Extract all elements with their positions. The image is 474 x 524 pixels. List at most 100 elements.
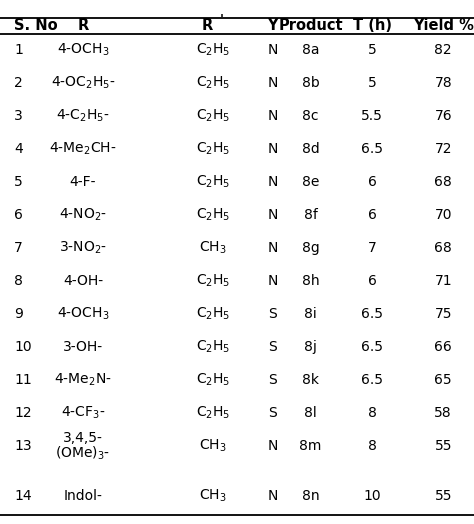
Text: S: S bbox=[268, 307, 277, 321]
Text: 70: 70 bbox=[435, 208, 452, 222]
Text: C$_2$H$_5$: C$_2$H$_5$ bbox=[196, 339, 230, 355]
Text: 4-NO$_2$-: 4-NO$_2$- bbox=[59, 206, 107, 223]
Text: (OMe)$_3$-: (OMe)$_3$- bbox=[55, 445, 110, 463]
Text: 4-F-: 4-F- bbox=[70, 175, 96, 189]
Text: C$_2$H$_5$: C$_2$H$_5$ bbox=[196, 41, 230, 58]
Text: Y: Y bbox=[267, 18, 278, 33]
Text: 5: 5 bbox=[14, 175, 23, 189]
Text: C$_2$H$_5$: C$_2$H$_5$ bbox=[196, 405, 230, 421]
Text: 4-OCH$_3$: 4-OCH$_3$ bbox=[57, 305, 109, 322]
Text: C$_2$H$_5$: C$_2$H$_5$ bbox=[196, 272, 230, 289]
Text: ': ' bbox=[219, 13, 223, 26]
Text: 8i: 8i bbox=[304, 307, 317, 321]
Text: C$_2$H$_5$: C$_2$H$_5$ bbox=[196, 305, 230, 322]
Text: 4-OH-: 4-OH- bbox=[63, 274, 103, 288]
Text: 9: 9 bbox=[14, 307, 23, 321]
Text: 4-OCH$_3$: 4-OCH$_3$ bbox=[57, 41, 109, 58]
Text: C$_2$H$_5$: C$_2$H$_5$ bbox=[196, 140, 230, 157]
Text: 11: 11 bbox=[14, 373, 32, 387]
Text: N: N bbox=[267, 142, 278, 156]
Text: 76: 76 bbox=[434, 109, 452, 123]
Text: 58: 58 bbox=[434, 406, 452, 420]
Text: 78: 78 bbox=[434, 76, 452, 90]
Text: S: S bbox=[268, 406, 277, 420]
Text: 5: 5 bbox=[368, 76, 376, 90]
Text: 1: 1 bbox=[14, 43, 23, 57]
Text: 8b: 8b bbox=[301, 76, 319, 90]
Text: R: R bbox=[201, 18, 213, 33]
Text: 68: 68 bbox=[434, 175, 452, 189]
Text: 14: 14 bbox=[14, 489, 32, 503]
Text: 13: 13 bbox=[14, 439, 32, 453]
Text: 2: 2 bbox=[14, 76, 23, 90]
Text: 68: 68 bbox=[434, 241, 452, 255]
Text: 71: 71 bbox=[434, 274, 452, 288]
Text: 6: 6 bbox=[368, 208, 376, 222]
Text: N: N bbox=[267, 109, 278, 123]
Text: 10: 10 bbox=[14, 340, 32, 354]
Text: 8m: 8m bbox=[299, 439, 322, 453]
Text: 6.5: 6.5 bbox=[361, 373, 383, 387]
Text: 5: 5 bbox=[368, 43, 376, 57]
Text: C$_2$H$_5$: C$_2$H$_5$ bbox=[196, 107, 230, 124]
Text: 82: 82 bbox=[434, 43, 452, 57]
Text: C$_2$H$_5$: C$_2$H$_5$ bbox=[196, 372, 230, 388]
Text: 8c: 8c bbox=[302, 109, 319, 123]
Text: 72: 72 bbox=[435, 142, 452, 156]
Text: 8k: 8k bbox=[302, 373, 319, 387]
Text: 10: 10 bbox=[363, 489, 381, 503]
Text: 66: 66 bbox=[434, 340, 452, 354]
Text: C$_2$H$_5$: C$_2$H$_5$ bbox=[196, 173, 230, 190]
Text: N: N bbox=[267, 489, 278, 503]
Text: 3-NO$_2$-: 3-NO$_2$- bbox=[59, 239, 107, 256]
Text: 8g: 8g bbox=[301, 241, 319, 255]
Text: 4-Me$_2$N-: 4-Me$_2$N- bbox=[54, 372, 112, 388]
Text: 8a: 8a bbox=[302, 43, 319, 57]
Text: 65: 65 bbox=[434, 373, 452, 387]
Text: CH$_3$: CH$_3$ bbox=[200, 239, 227, 256]
Text: 7: 7 bbox=[368, 241, 376, 255]
Text: 8f: 8f bbox=[303, 208, 318, 222]
Text: Product: Product bbox=[278, 18, 343, 33]
Text: N: N bbox=[267, 274, 278, 288]
Text: 6.5: 6.5 bbox=[361, 340, 383, 354]
Text: 3-OH-: 3-OH- bbox=[63, 340, 103, 354]
Text: 12: 12 bbox=[14, 406, 32, 420]
Text: 3: 3 bbox=[14, 109, 23, 123]
Text: 4-Me$_2$CH-: 4-Me$_2$CH- bbox=[49, 140, 117, 157]
Text: 4-OC$_2$H$_5$-: 4-OC$_2$H$_5$- bbox=[51, 74, 115, 91]
Text: 6.5: 6.5 bbox=[361, 307, 383, 321]
Text: 8l: 8l bbox=[304, 406, 317, 420]
Text: 6: 6 bbox=[368, 274, 376, 288]
Text: 4-CF$_3$-: 4-CF$_3$- bbox=[61, 405, 105, 421]
Text: 3,4,5-: 3,4,5- bbox=[63, 431, 103, 445]
Text: 8h: 8h bbox=[301, 274, 319, 288]
Text: 8d: 8d bbox=[301, 142, 319, 156]
Text: CH$_3$: CH$_3$ bbox=[200, 438, 227, 454]
Text: Indol-: Indol- bbox=[64, 489, 102, 503]
Text: 8: 8 bbox=[368, 406, 376, 420]
Text: R: R bbox=[77, 18, 89, 33]
Text: C$_2$H$_5$: C$_2$H$_5$ bbox=[196, 74, 230, 91]
Text: 6: 6 bbox=[368, 175, 376, 189]
Text: N: N bbox=[267, 43, 278, 57]
Text: 75: 75 bbox=[435, 307, 452, 321]
Text: 4-C$_2$H$_5$-: 4-C$_2$H$_5$- bbox=[56, 107, 110, 124]
Text: S: S bbox=[268, 373, 277, 387]
Text: C$_2$H$_5$: C$_2$H$_5$ bbox=[196, 206, 230, 223]
Text: CH$_3$: CH$_3$ bbox=[200, 487, 227, 504]
Text: 7: 7 bbox=[14, 241, 23, 255]
Text: S. No: S. No bbox=[14, 18, 58, 33]
Text: 6: 6 bbox=[14, 208, 23, 222]
Text: N: N bbox=[267, 439, 278, 453]
Text: 8: 8 bbox=[368, 439, 376, 453]
Text: 5.5: 5.5 bbox=[361, 109, 383, 123]
Text: 6.5: 6.5 bbox=[361, 142, 383, 156]
Text: N: N bbox=[267, 175, 278, 189]
Text: Yield %: Yield % bbox=[413, 18, 474, 33]
Text: 55: 55 bbox=[435, 439, 452, 453]
Text: 55: 55 bbox=[435, 489, 452, 503]
Text: 8j: 8j bbox=[304, 340, 317, 354]
Text: 4: 4 bbox=[14, 142, 23, 156]
Text: 8e: 8e bbox=[302, 175, 319, 189]
